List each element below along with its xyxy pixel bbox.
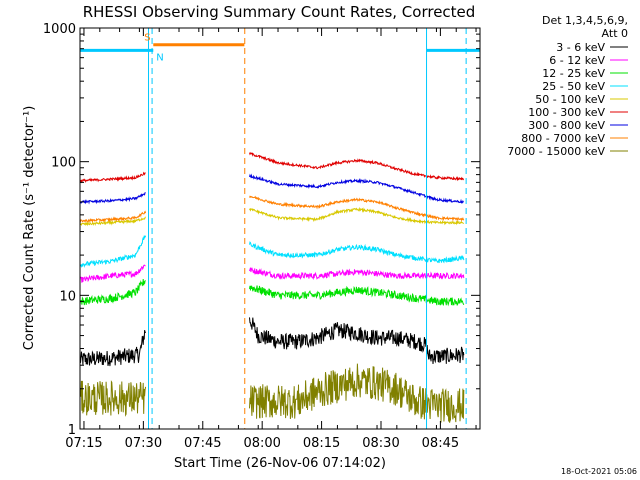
series-line	[80, 264, 146, 283]
x-tick-label: 07:45	[184, 436, 221, 451]
series-line	[80, 329, 147, 367]
series-line	[249, 317, 465, 365]
series-line	[80, 279, 146, 306]
plot-area: SN	[79, 27, 481, 430]
legend-label: 300 - 800 keV	[528, 119, 605, 132]
axis-layer: 1 10 100 1000 07:15 07:30 07:45 08:00 08:15 08:30…	[43, 22, 480, 451]
x-tick-label: 08:45	[422, 436, 459, 451]
legend-label: 12 - 25 keV	[542, 67, 605, 80]
legend-label: 100 - 300 keV	[528, 106, 605, 119]
series-line	[80, 235, 147, 269]
flag-label: S	[144, 33, 150, 44]
x-tick-label: 08:15	[303, 436, 340, 451]
x-tick-label: 08:30	[362, 436, 399, 451]
legend-header: Att 0	[602, 27, 628, 40]
series-layer	[80, 151, 465, 423]
y-tick-label: 1	[68, 423, 76, 438]
x-tick-label: 08:00	[243, 436, 280, 451]
flag-label: N	[156, 52, 163, 63]
series-line	[249, 206, 465, 226]
series-line	[80, 380, 147, 417]
series-line	[80, 192, 146, 205]
series-line	[249, 241, 465, 264]
x-axis-label: Start Time (26-Nov-06 07:14:02)	[174, 456, 386, 471]
series-line	[80, 216, 147, 227]
series-line	[249, 285, 465, 307]
legend-label: 3 - 6 keV	[556, 41, 605, 54]
series-line	[80, 210, 147, 223]
legend-label: 800 - 7000 keV	[521, 132, 605, 145]
legend-label: 6 - 12 keV	[549, 54, 605, 67]
legend-label: 7000 - 15000 keV	[507, 145, 605, 158]
y-axis-label: Corrected Count Rate (s⁻¹ detector⁻¹)	[22, 106, 37, 351]
plot-frame	[79, 27, 481, 430]
y-tick-label: 100	[51, 156, 76, 171]
series-line	[249, 363, 465, 423]
y-tick-label: 1000	[43, 22, 76, 37]
series-line	[249, 173, 464, 205]
series-line	[80, 171, 146, 184]
series-line	[249, 195, 465, 222]
series-line	[249, 267, 465, 280]
y-tick-label: 10	[59, 289, 76, 304]
legend-label: 50 - 100 keV	[535, 93, 605, 106]
legend-label: 25 - 50 keV	[542, 80, 605, 93]
chart-title: RHESSI Observing Summary Count Rates, Co…	[83, 3, 476, 21]
timestamp: 18-Oct-2021 05:06	[561, 467, 637, 476]
x-tick-label: 07:30	[125, 436, 162, 451]
annotation-layer: SN	[80, 28, 480, 429]
legend-header: Det 1,3,4,5,6,9,	[542, 14, 628, 27]
x-tick-label: 07:15	[65, 436, 102, 451]
series-line	[249, 151, 464, 182]
